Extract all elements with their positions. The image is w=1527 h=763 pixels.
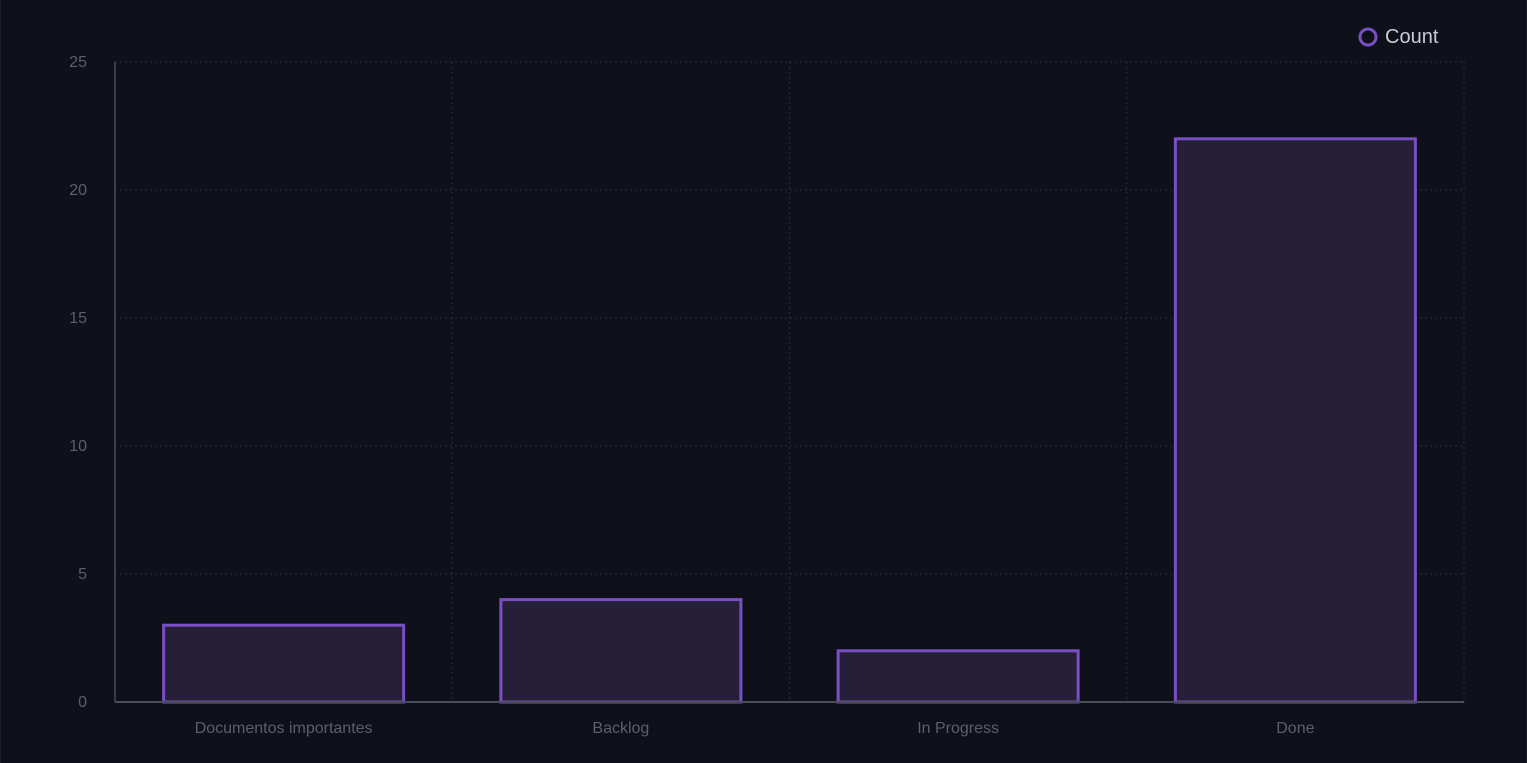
- legend[interactable]: Count: [1360, 26, 1439, 48]
- y-tick-label-0: 0: [78, 694, 87, 711]
- legend-marker-icon: [1360, 29, 1376, 45]
- y-tick-label-20: 20: [69, 182, 87, 199]
- x-tick-label-done: Done: [1276, 720, 1314, 737]
- x-tick-label-backlog: Backlog: [592, 720, 649, 737]
- bar-backlog[interactable]: [501, 600, 741, 702]
- bar-done[interactable]: [1175, 139, 1415, 702]
- legend-label: Count: [1385, 26, 1439, 48]
- bar-documentos-importantes[interactable]: [164, 625, 404, 702]
- y-tick-label-15: 15: [69, 310, 87, 327]
- bar-in-progress[interactable]: [838, 651, 1078, 702]
- y-tick-label-5: 5: [78, 566, 87, 583]
- y-tick-label-25: 25: [69, 54, 87, 71]
- y-tick-label-10: 10: [69, 438, 87, 455]
- x-tick-label-in-progress: In Progress: [917, 720, 999, 737]
- x-tick-label-documentos-importantes: Documentos importantes: [195, 720, 373, 737]
